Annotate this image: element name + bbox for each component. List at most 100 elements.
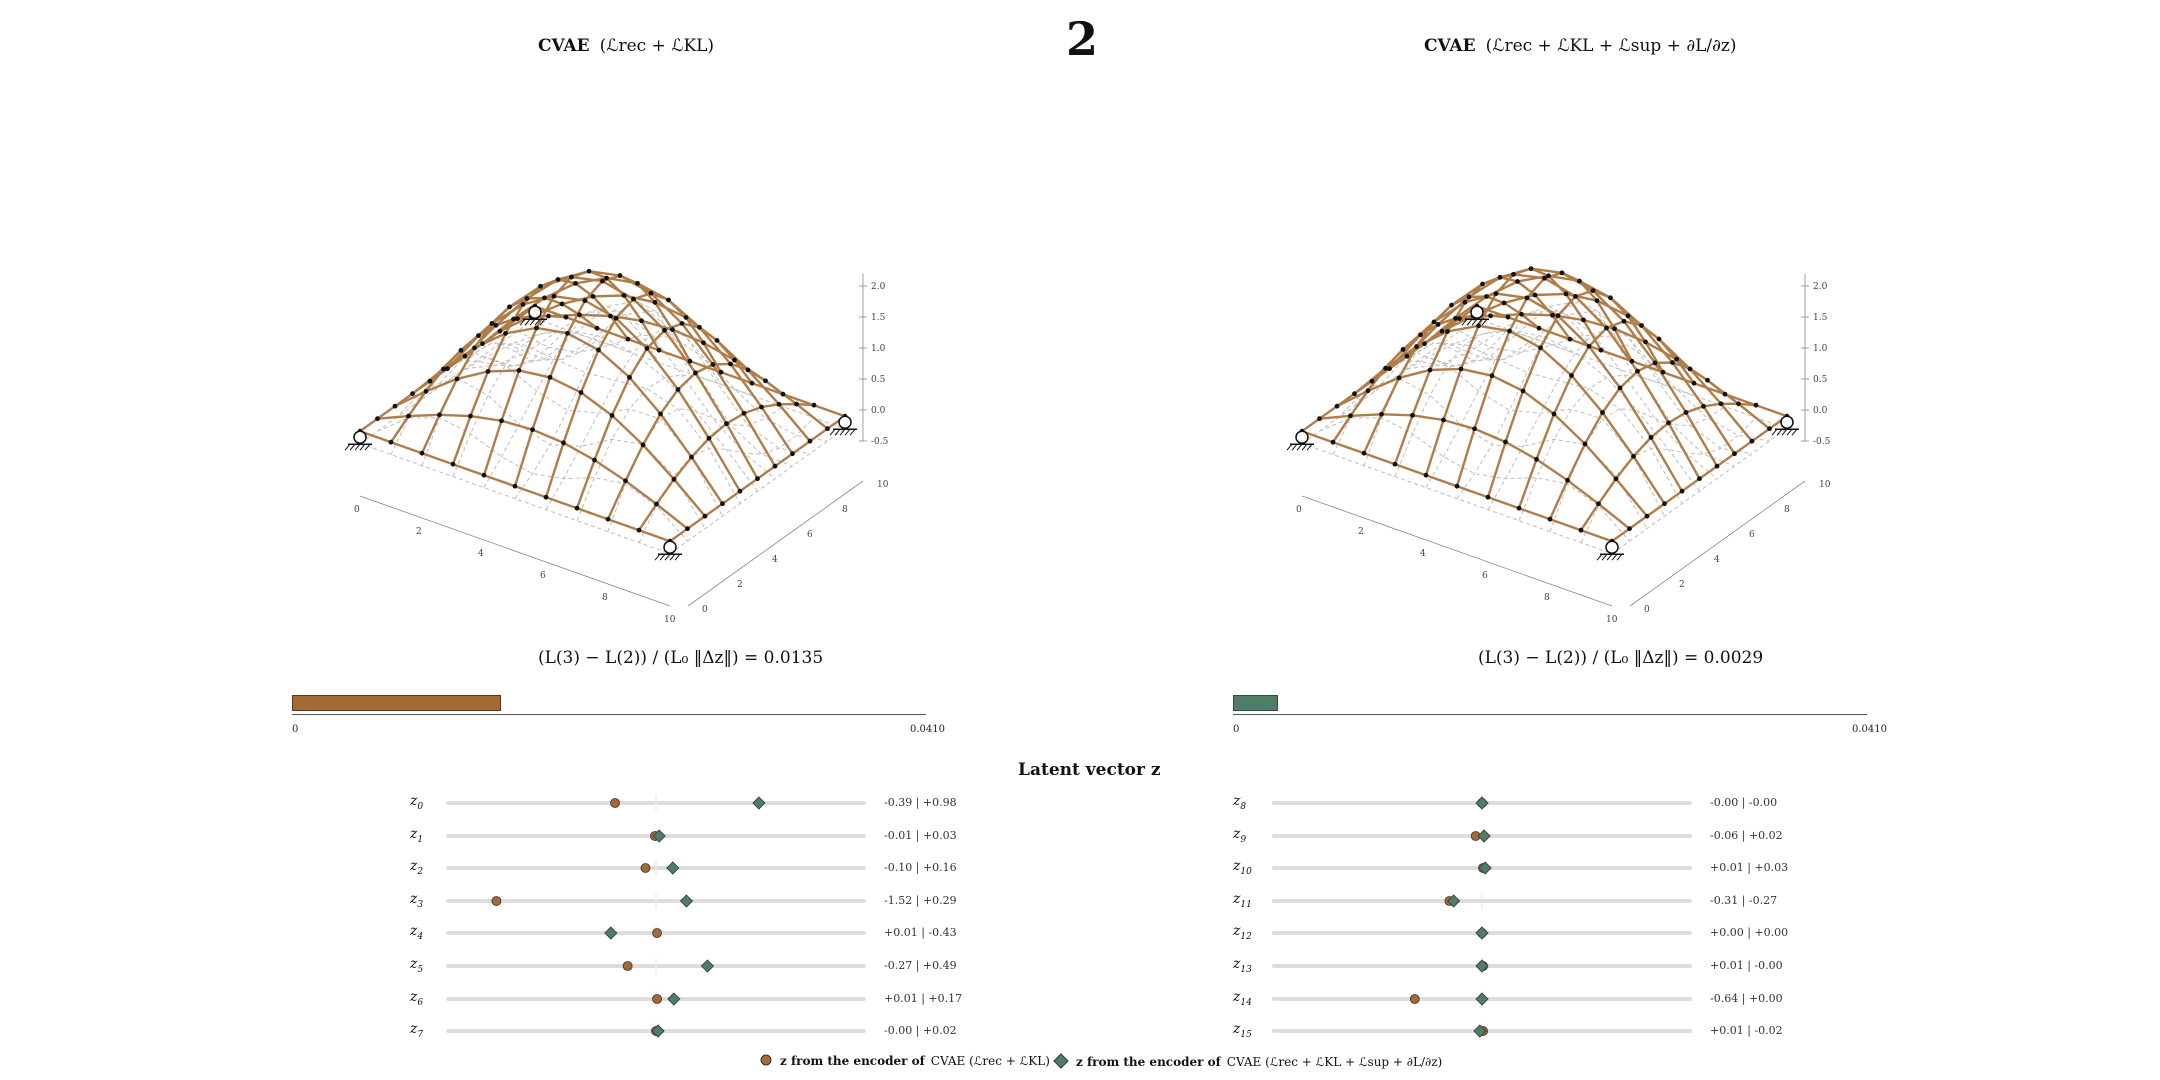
gridshell-plot-right: 0 2 4 6 8 10 0 2 4 6 8 10 2.0 1.5 1.0 0.5 0.0 -0.5: [1286, 266, 1831, 625]
latent-point-cvae-sup-z13: [1475, 959, 1489, 973]
panel-right-title: CVAE (ℒrec + ℒKL + ℒsup + ∂L/∂z): [1424, 36, 1737, 56]
latent-label-z3: z3: [410, 890, 424, 910]
x-tick-label: 10: [1606, 615, 1618, 625]
latent-point-cvae-z4: [652, 928, 662, 939]
latent-label-z0: z0: [410, 793, 424, 812]
latent-label-z15: z15: [1233, 1021, 1252, 1040]
y-tick-label: 0: [1644, 605, 1650, 615]
latent-track-z2: [446, 860, 866, 877]
metric-bar-right-track: [1233, 694, 1867, 715]
latent-point-cvae-sup-z9: [1477, 829, 1491, 843]
latent-label-z4: z4: [410, 923, 424, 943]
z-tick-label: 0.0: [1813, 406, 1828, 416]
circle-marker-icon: [760, 1054, 772, 1066]
latent-value-z4: +0.01 | -0.43: [884, 926, 957, 940]
metric-left: (L(3) − L(2)) / (L₀ ‖Δz‖) = 0.0135: [538, 648, 823, 668]
latent-track-z11: [1272, 892, 1692, 909]
x-tick-label: 4: [478, 549, 484, 559]
y-tick-label: 10: [1819, 480, 1831, 490]
latent-point-cvae-sup-z8: [1475, 796, 1489, 810]
latent-point-cvae-sup-z4: [604, 926, 618, 940]
y-tick-label: 10: [877, 480, 889, 490]
latent-point-cvae-sup-z10: [1478, 861, 1492, 875]
z-tick-label: 0.0: [871, 406, 886, 416]
latent-value-z13: +0.01 | -0.00: [1710, 959, 1783, 972]
latent-point-cvae-z0: [610, 798, 620, 808]
y-tick-label: 4: [772, 555, 778, 565]
legend-item-cvae: z from the encoder of CVAE (ℒrec + ℒKL): [760, 1054, 1050, 1068]
latent-track-z13: [1272, 958, 1692, 974]
latent-title: Latent vector z: [1018, 760, 1161, 780]
z-tick-label: 1.0: [1813, 344, 1828, 354]
y-tick-label: 4: [1714, 555, 1720, 565]
latent-point-cvae-sup-z0: [752, 796, 766, 810]
latent-value-z12: +0.00 | +0.00: [1710, 926, 1789, 940]
latent-value-z8: -0.00 | -0.00: [1710, 796, 1778, 809]
bar-left-min: 0: [292, 724, 299, 735]
latent-label-z1: z1: [410, 825, 424, 845]
latent-value-z0: -0.39 | +0.98: [884, 796, 957, 809]
latent-point-cvae-z6: [652, 993, 662, 1004]
latent-label-z5: z5: [410, 956, 424, 975]
latent-track-z10: [1272, 860, 1692, 877]
latent-track-z5: [446, 958, 866, 974]
x-tick-label: 4: [1420, 549, 1426, 559]
metric-bar-right-fill: [1233, 695, 1278, 711]
latent-value-z2: -0.10 | +0.16: [884, 861, 957, 875]
z-tick-label: -0.5: [1813, 437, 1831, 447]
latent-track-z6: [446, 990, 866, 1007]
latent-track-z1: [446, 827, 866, 844]
latent-label-z9: z9: [1233, 825, 1247, 845]
x-tick-label: 0: [1296, 505, 1302, 515]
panel-left-title: CVAE (ℒrec + ℒKL): [538, 36, 715, 56]
latent-label-z6: z6: [410, 988, 424, 1008]
x-tick-label: 10: [664, 615, 676, 625]
y-tick-label: 8: [842, 505, 848, 515]
x-tick-label: 6: [540, 571, 546, 581]
latent-point-cvae-sup-z1: [652, 829, 666, 843]
y-tick-label: 6: [807, 530, 813, 540]
latent-track-z3: [446, 892, 866, 909]
bar-right-max: 0.0410: [1852, 724, 1887, 735]
bar-left-max: 0.0410: [910, 724, 945, 735]
latent-track-z7: [446, 1023, 866, 1040]
x-tick-label: 2: [1358, 527, 1364, 537]
z-tick-label: 2.0: [871, 282, 886, 292]
latent-value-z11: -0.31 | -0.27: [1710, 893, 1778, 907]
latent-point-cvae-sup-z5: [700, 959, 715, 973]
latent-track-z9: [1272, 827, 1692, 844]
step-number: 2: [1066, 12, 1099, 66]
x-tick-label: 6: [1482, 571, 1488, 581]
latent-value-z1: -0.01 | +0.03: [884, 828, 957, 842]
latent-track-z0: [446, 795, 866, 811]
latent-label-z2: z2: [410, 858, 424, 877]
latent-label-z14: z14: [1233, 988, 1252, 1008]
latent-point-cvae-sup-z3: [679, 894, 694, 908]
gridshell-plot-left: 0 2 4 6 8 10 0 2 4 6 8 10 2.0 1.5 1.0 0.5 0.0 -0.5: [344, 268, 889, 625]
metric-right: (L(3) − L(2)) / (L₀ ‖Δz‖) = 0.0029: [1478, 648, 1763, 668]
x-tick-label: 8: [602, 593, 608, 603]
latent-track-z12: [1272, 925, 1692, 942]
latent-point-cvae-sup-z14: [1475, 992, 1489, 1006]
metric-left-value: 0.0135: [763, 648, 824, 668]
latent-label-z13: z13: [1233, 956, 1252, 975]
latent-point-cvae-z5: [622, 961, 633, 971]
latent-value-z14: -0.64 | +0.00: [1710, 991, 1783, 1005]
z-tick-label: 1.0: [871, 344, 886, 354]
z-tick-label: 2.0: [1813, 282, 1828, 292]
latent-label-z11: z11: [1233, 890, 1252, 910]
y-tick-label: 2: [1679, 580, 1685, 590]
latent-label-z10: z10: [1233, 858, 1252, 877]
y-tick-label: 8: [1784, 505, 1790, 515]
latent-point-cvae-sup-z6: [667, 992, 681, 1006]
latent-value-z15: +0.01 | -0.02: [1710, 1024, 1783, 1038]
latent-point-cvae-sup-z12: [1475, 926, 1489, 940]
latent-point-cvae-z3: [491, 895, 502, 906]
latent-label-z12: z12: [1233, 923, 1252, 943]
bar-right-min: 0: [1233, 724, 1240, 735]
metric-right-value: 0.0029: [1703, 648, 1764, 668]
latent-track-z4: [446, 925, 866, 942]
z-tick-label: -0.5: [871, 437, 889, 447]
latent-track-z14: [1272, 990, 1692, 1007]
metric-right-formula: (L(3) − L(2)) / (L₀ ‖Δz‖) =: [1478, 648, 1699, 668]
